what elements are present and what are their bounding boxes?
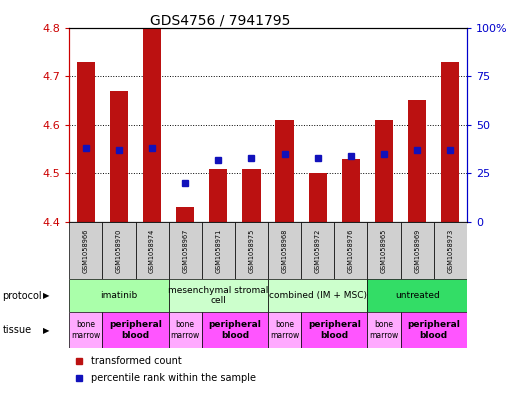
Bar (334, 222, 367, 279)
Text: bone
marrow: bone marrow (270, 320, 299, 340)
Text: ▶: ▶ (43, 326, 49, 334)
Bar (169, 312, 202, 348)
Bar (367, 279, 467, 312)
Text: peripheral
blood: peripheral blood (308, 320, 361, 340)
Text: tissue: tissue (3, 325, 32, 335)
Text: GSM1058971: GSM1058971 (215, 228, 221, 273)
Bar (242, 169, 261, 222)
Bar (268, 312, 301, 348)
Bar (202, 312, 268, 348)
Text: GSM1058972: GSM1058972 (315, 228, 321, 273)
Text: GSM1058965: GSM1058965 (381, 228, 387, 273)
Bar (408, 101, 426, 222)
Bar (301, 312, 367, 348)
Bar (103, 222, 135, 279)
Text: percentile rank within the sample: percentile rank within the sample (91, 373, 256, 383)
Text: GSM1058968: GSM1058968 (282, 228, 288, 273)
Bar (367, 312, 401, 348)
Bar (169, 279, 268, 312)
Text: GDS4756 / 7941795: GDS4756 / 7941795 (150, 14, 290, 28)
Text: GSM1058967: GSM1058967 (182, 228, 188, 273)
Text: mesenchymal stromal
cell: mesenchymal stromal cell (168, 286, 268, 305)
Text: ▶: ▶ (43, 291, 49, 300)
Text: GSM1058975: GSM1058975 (248, 228, 254, 273)
Bar (202, 222, 235, 279)
Bar (235, 222, 268, 279)
Bar (69, 312, 103, 348)
Bar (209, 169, 227, 222)
Text: GSM1058970: GSM1058970 (116, 228, 122, 273)
Text: peripheral
blood: peripheral blood (208, 320, 261, 340)
Bar (441, 62, 459, 222)
Bar (110, 91, 128, 222)
Bar (367, 222, 401, 279)
Bar (69, 222, 103, 279)
Bar (433, 222, 467, 279)
Text: untreated: untreated (395, 291, 440, 300)
Text: imatinib: imatinib (101, 291, 137, 300)
Bar (275, 120, 294, 222)
Text: transformed count: transformed count (91, 356, 182, 366)
Text: GSM1058974: GSM1058974 (149, 228, 155, 273)
Bar (176, 208, 194, 222)
Bar (169, 222, 202, 279)
Bar (135, 222, 169, 279)
Bar (309, 173, 327, 222)
Bar (401, 312, 467, 348)
Bar (375, 120, 393, 222)
Text: GSM1058966: GSM1058966 (83, 228, 89, 273)
Text: bone
marrow: bone marrow (71, 320, 101, 340)
Bar (301, 222, 334, 279)
Bar (268, 279, 367, 312)
Text: GSM1058969: GSM1058969 (414, 228, 420, 273)
Text: protocol: protocol (3, 291, 42, 301)
Bar (103, 312, 169, 348)
Text: bone
marrow: bone marrow (369, 320, 399, 340)
Bar (342, 159, 360, 222)
Bar (143, 28, 161, 222)
Bar (69, 279, 169, 312)
Text: GSM1058976: GSM1058976 (348, 228, 354, 273)
Text: peripheral
blood: peripheral blood (407, 320, 460, 340)
Text: bone
marrow: bone marrow (171, 320, 200, 340)
Bar (77, 62, 95, 222)
Bar (401, 222, 433, 279)
Text: peripheral
blood: peripheral blood (109, 320, 162, 340)
Text: GSM1058973: GSM1058973 (447, 228, 453, 273)
Text: combined (IM + MSC): combined (IM + MSC) (269, 291, 367, 300)
Bar (268, 222, 301, 279)
